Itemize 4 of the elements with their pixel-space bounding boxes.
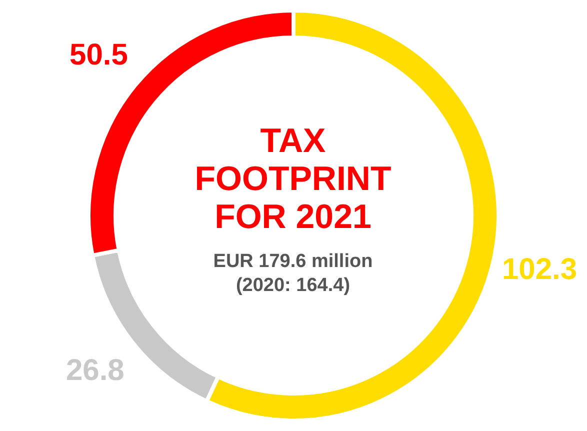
data-label: 50.5 [70, 38, 128, 72]
text: EUR 179.6 million (2020: 164.4) [212, 250, 374, 298]
data-label: 102.3 [502, 253, 578, 286]
text: TAX FOOTPRINT FOR 2021 [194, 122, 392, 236]
